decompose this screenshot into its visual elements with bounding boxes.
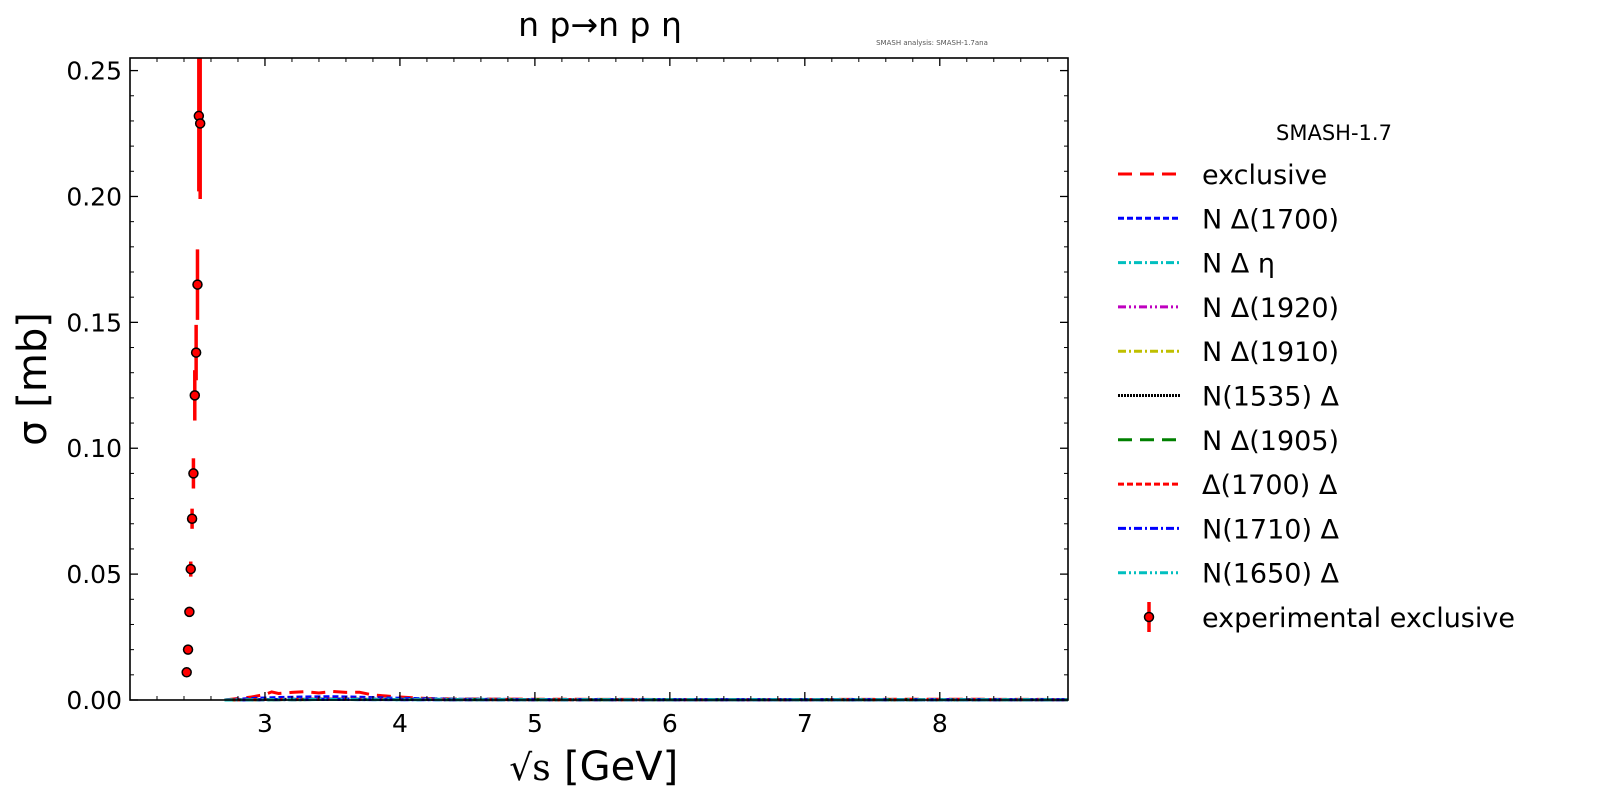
legend-label-8: N(1710) Δ	[1202, 514, 1340, 545]
y-tick-label: 0.15	[66, 308, 122, 337]
exp-data-point	[185, 563, 196, 575]
y-tick-label: 0.20	[66, 182, 122, 211]
legend-label-1: N Δ(1700)	[1202, 204, 1339, 235]
exp-data-point	[182, 644, 194, 655]
exp-data-point	[192, 279, 203, 290]
exp-data-point	[194, 118, 206, 129]
legend: SMASH-1.7 exclusive N Δ(1700) N Δ η N Δ(192…	[1118, 121, 1515, 634]
y-tick-label: 0.00	[66, 686, 122, 715]
legend-label-6: N Δ(1905)	[1202, 426, 1339, 457]
exp-data-point	[186, 513, 198, 524]
legend-exp-marker	[1143, 611, 1155, 623]
legend-label-4: N Δ(1910)	[1202, 337, 1339, 368]
exp-data-point	[190, 347, 202, 358]
y-axis-label: σ [mb]	[10, 312, 56, 446]
x-axis-sqrt-label: √s	[509, 748, 550, 789]
exp-data-point	[184, 606, 195, 618]
y-tick-label: 0.10	[66, 434, 122, 463]
x-tick-label: 6	[662, 709, 678, 738]
x-axis: 3 4 5 6 7 8	[156, 58, 1049, 738]
plot-frame	[129, 57, 1069, 701]
watermark-text: SMASH analysis: SMASH-1.7ana	[876, 39, 988, 47]
y-axis: 0.00 0.05 0.10 0.15 0.20 0.25	[66, 57, 1068, 715]
legend-label-9: N(1650) Δ	[1202, 559, 1340, 590]
legend-label-0: exclusive	[1202, 160, 1327, 191]
x-tick-label: 3	[257, 709, 273, 738]
legend-label-7: Δ(1700) Δ	[1202, 470, 1338, 501]
x-tick-label: 5	[527, 709, 543, 738]
exp-data-point	[189, 390, 201, 401]
legend-label-2: N Δ η	[1202, 249, 1275, 280]
exp-data-point	[181, 667, 192, 678]
legend-label-3: N Δ(1920)	[1202, 293, 1339, 324]
y-tick-label: 0.25	[66, 57, 122, 86]
legend-title: SMASH-1.7	[1276, 121, 1392, 145]
x-tick-label: 4	[392, 709, 408, 738]
x-tick-label: 7	[797, 709, 813, 738]
x-axis-label: [GeV]	[564, 744, 678, 790]
legend-label-5: N(1535) Δ	[1202, 382, 1340, 413]
exp-data-point	[188, 468, 199, 479]
plot-area	[181, 58, 1069, 702]
y-tick-label: 0.05	[66, 560, 122, 589]
chart-title: n p→n p η	[518, 5, 682, 44]
legend-label-experimental: experimental exclusive	[1202, 603, 1515, 634]
x-tick-label: 8	[932, 709, 948, 738]
